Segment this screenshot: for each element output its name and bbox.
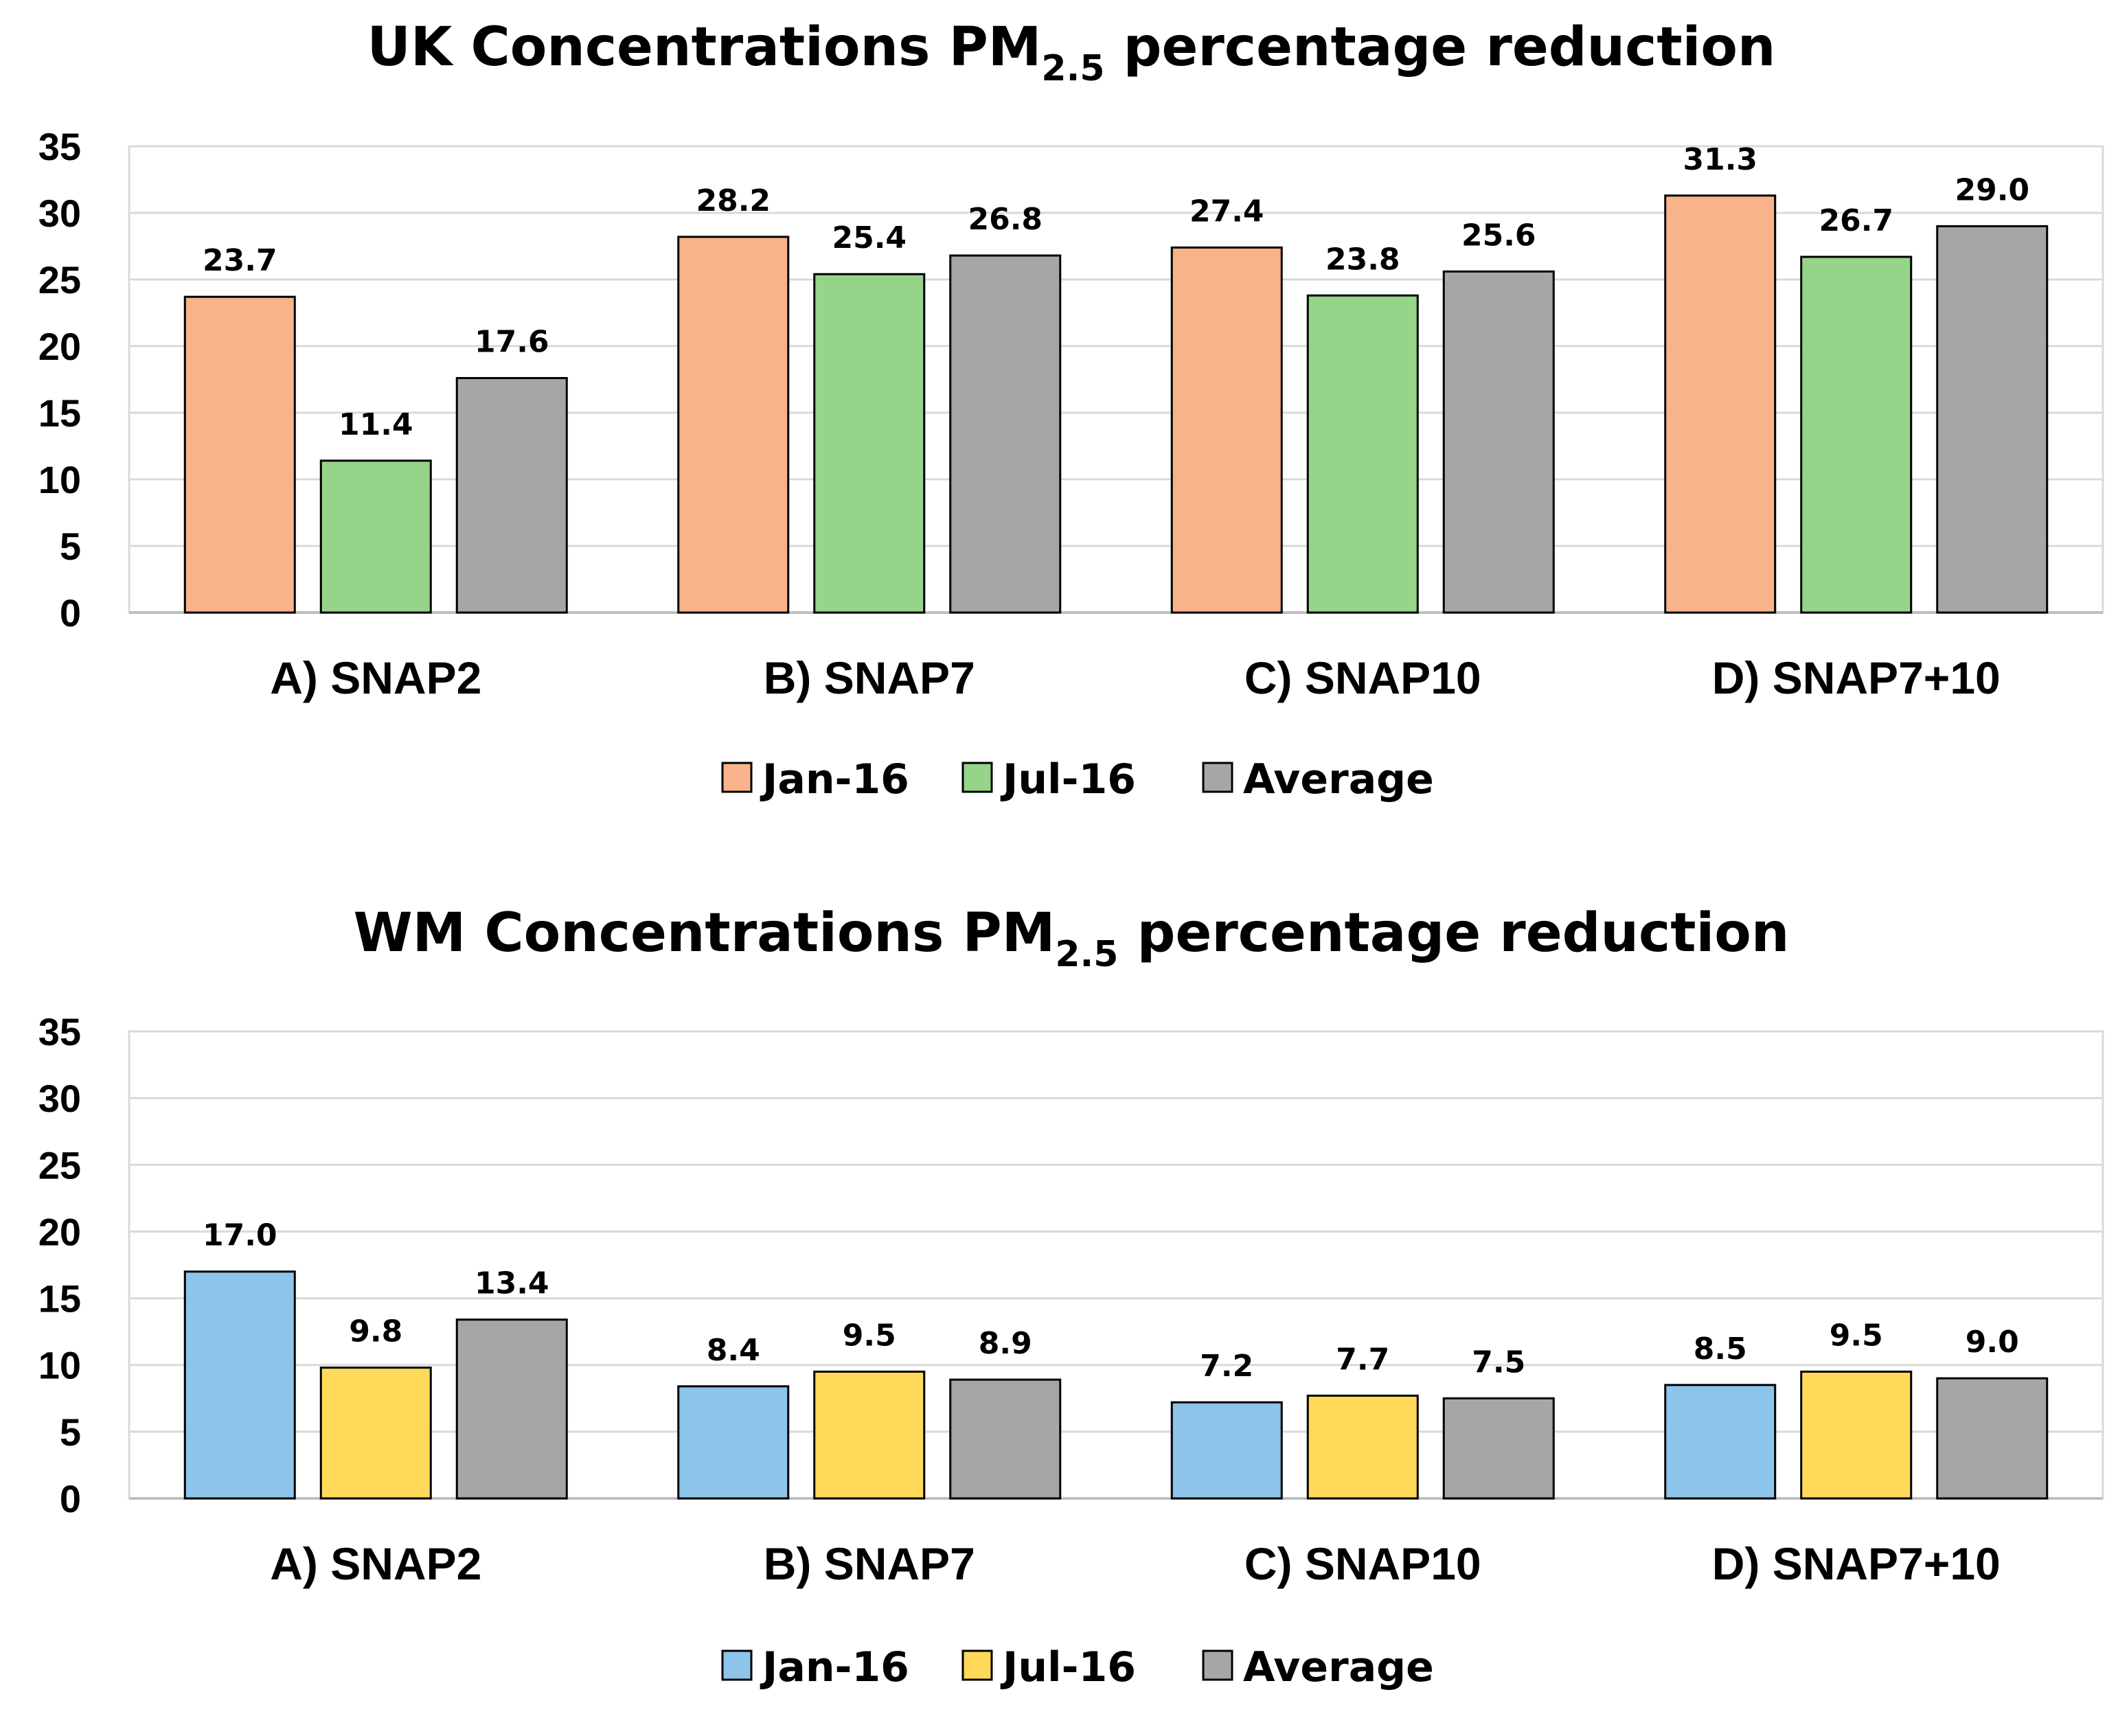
data-label: 7.7 (1336, 1342, 1389, 1377)
y-tick-label: 10 (38, 1344, 81, 1387)
bar-jul-16-1 (319, 459, 432, 614)
chart-title: WM Concentrations PM2.5 percentage reduc… (354, 902, 1790, 975)
bar-jan-16-1 (183, 1270, 296, 1500)
y-tick-label: 35 (38, 1010, 81, 1053)
data-label: 29.0 (1955, 172, 2029, 207)
chart-title-suffix: percentage reduction (1118, 902, 1789, 964)
bar-jul-16-2 (813, 1370, 926, 1500)
data-label: 25.4 (832, 220, 907, 255)
data-label: 9.5 (1830, 1318, 1883, 1353)
chart-title: UK Concentrations PM2.5 percentage reduc… (367, 16, 1776, 89)
chart-title-subscript: 2.5 (1041, 48, 1104, 89)
bar-average-2 (949, 1378, 1062, 1500)
data-label: 26.8 (968, 202, 1043, 237)
data-label: 9.8 (349, 1314, 402, 1349)
data-label: 7.5 (1472, 1345, 1525, 1380)
legend-label: Average (1243, 755, 1434, 803)
y-tick-label: 5 (60, 525, 81, 568)
y-tick-label: 25 (38, 1143, 81, 1187)
data-label: 23.7 (203, 243, 277, 278)
data-label: 28.2 (696, 183, 771, 218)
bar-jan-16-2 (677, 236, 790, 614)
x-category-label: D) SNAP7+10 (1712, 1538, 2001, 1589)
x-category-label: A) SNAP2 (270, 652, 481, 703)
legend-swatch-jul-16 (961, 762, 993, 793)
bar-average-4 (1936, 225, 2049, 614)
y-tick-label: 0 (60, 1477, 81, 1520)
data-label: 17.6 (475, 325, 549, 360)
bar-jul-16-2 (813, 273, 926, 614)
chart-wm: WM Concentrations PM2.5 percentage reduc… (38, 902, 2104, 1691)
data-label: 9.5 (843, 1318, 896, 1353)
legend-label: Average (1243, 1643, 1434, 1691)
data-label: 8.5 (1694, 1332, 1747, 1367)
legend-swatch-jan-16 (721, 1649, 753, 1681)
legend: Jan-16 Jul-16 Average (721, 755, 1434, 803)
chart-title-suffix: percentage reduction (1105, 16, 1776, 78)
chart-title-prefix: WM Concentrations PM (354, 902, 1056, 964)
bar-jan-16-3 (1170, 1401, 1283, 1500)
legend-swatch-average (1202, 762, 1233, 793)
data-label: 11.4 (339, 407, 413, 442)
bar-average-3 (1442, 1397, 1555, 1500)
x-category-label: A) SNAP2 (270, 1538, 481, 1589)
legend-label: Jul-16 (1000, 1643, 1136, 1691)
bar-jul-16-1 (319, 1367, 432, 1500)
legend-label: Jan-16 (760, 755, 909, 803)
data-label: 7.2 (1200, 1349, 1253, 1384)
data-label: 8.9 (979, 1326, 1032, 1361)
y-tick-label: 15 (38, 1277, 81, 1321)
x-category-label: C) SNAP10 (1244, 1538, 1481, 1589)
bar-jan-16-3 (1170, 246, 1283, 614)
bar-jul-16-4 (1800, 1370, 1913, 1500)
legend-label: Jul-16 (1000, 755, 1136, 803)
bar-jan-16-4 (1664, 1384, 1777, 1500)
x-category-label: B) SNAP7 (764, 1538, 975, 1589)
bar-average-1 (455, 1318, 568, 1500)
data-label: 27.4 (1189, 194, 1264, 229)
bar-average-4 (1936, 1377, 2049, 1500)
data-label: 25.6 (1461, 218, 1536, 253)
y-tick-label: 0 (60, 591, 81, 635)
bar-average-1 (455, 377, 568, 614)
bar-average-2 (949, 254, 1062, 614)
bar-jul-16-4 (1800, 255, 1913, 614)
y-tick-label: 20 (38, 325, 81, 368)
data-label: 9.0 (1966, 1325, 2019, 1360)
x-category-label: B) SNAP7 (764, 652, 975, 703)
x-category-label: C) SNAP10 (1244, 652, 1481, 703)
legend-swatch-average (1202, 1649, 1233, 1681)
data-label: 13.4 (475, 1266, 549, 1301)
bar-jul-16-3 (1306, 1394, 1419, 1500)
bar-jan-16-4 (1664, 194, 1777, 614)
legend-swatch-jul-16 (961, 1649, 993, 1681)
y-tick-label: 30 (38, 1077, 81, 1120)
data-label: 31.3 (1683, 142, 1757, 177)
data-label: 23.8 (1325, 242, 1400, 277)
chart-title-subscript: 2.5 (1055, 934, 1118, 975)
legend-swatch-jan-16 (721, 762, 753, 793)
y-tick-label: 15 (38, 391, 81, 435)
y-tick-label: 10 (38, 458, 81, 501)
y-tick-label: 30 (38, 192, 81, 235)
bar-average-3 (1442, 270, 1555, 614)
data-label: 8.4 (707, 1333, 760, 1368)
data-label: 26.7 (1819, 203, 1893, 238)
chart-uk: UK Concentrations PM2.5 percentage reduc… (38, 16, 2104, 803)
y-tick-label: 20 (38, 1210, 81, 1253)
x-category-label: D) SNAP7+10 (1712, 652, 2001, 703)
legend: Jan-16 Jul-16 Average (721, 1643, 1434, 1691)
chart-title-prefix: UK Concentrations PM (367, 16, 1042, 78)
y-tick-label: 5 (60, 1410, 81, 1454)
data-label: 17.0 (203, 1218, 277, 1253)
bar-jul-16-3 (1306, 294, 1419, 614)
bar-jan-16-1 (183, 295, 296, 614)
y-tick-label: 25 (38, 258, 81, 301)
y-tick-label: 35 (38, 125, 81, 168)
legend-label: Jan-16 (760, 1643, 909, 1691)
bar-jan-16-2 (677, 1385, 790, 1500)
